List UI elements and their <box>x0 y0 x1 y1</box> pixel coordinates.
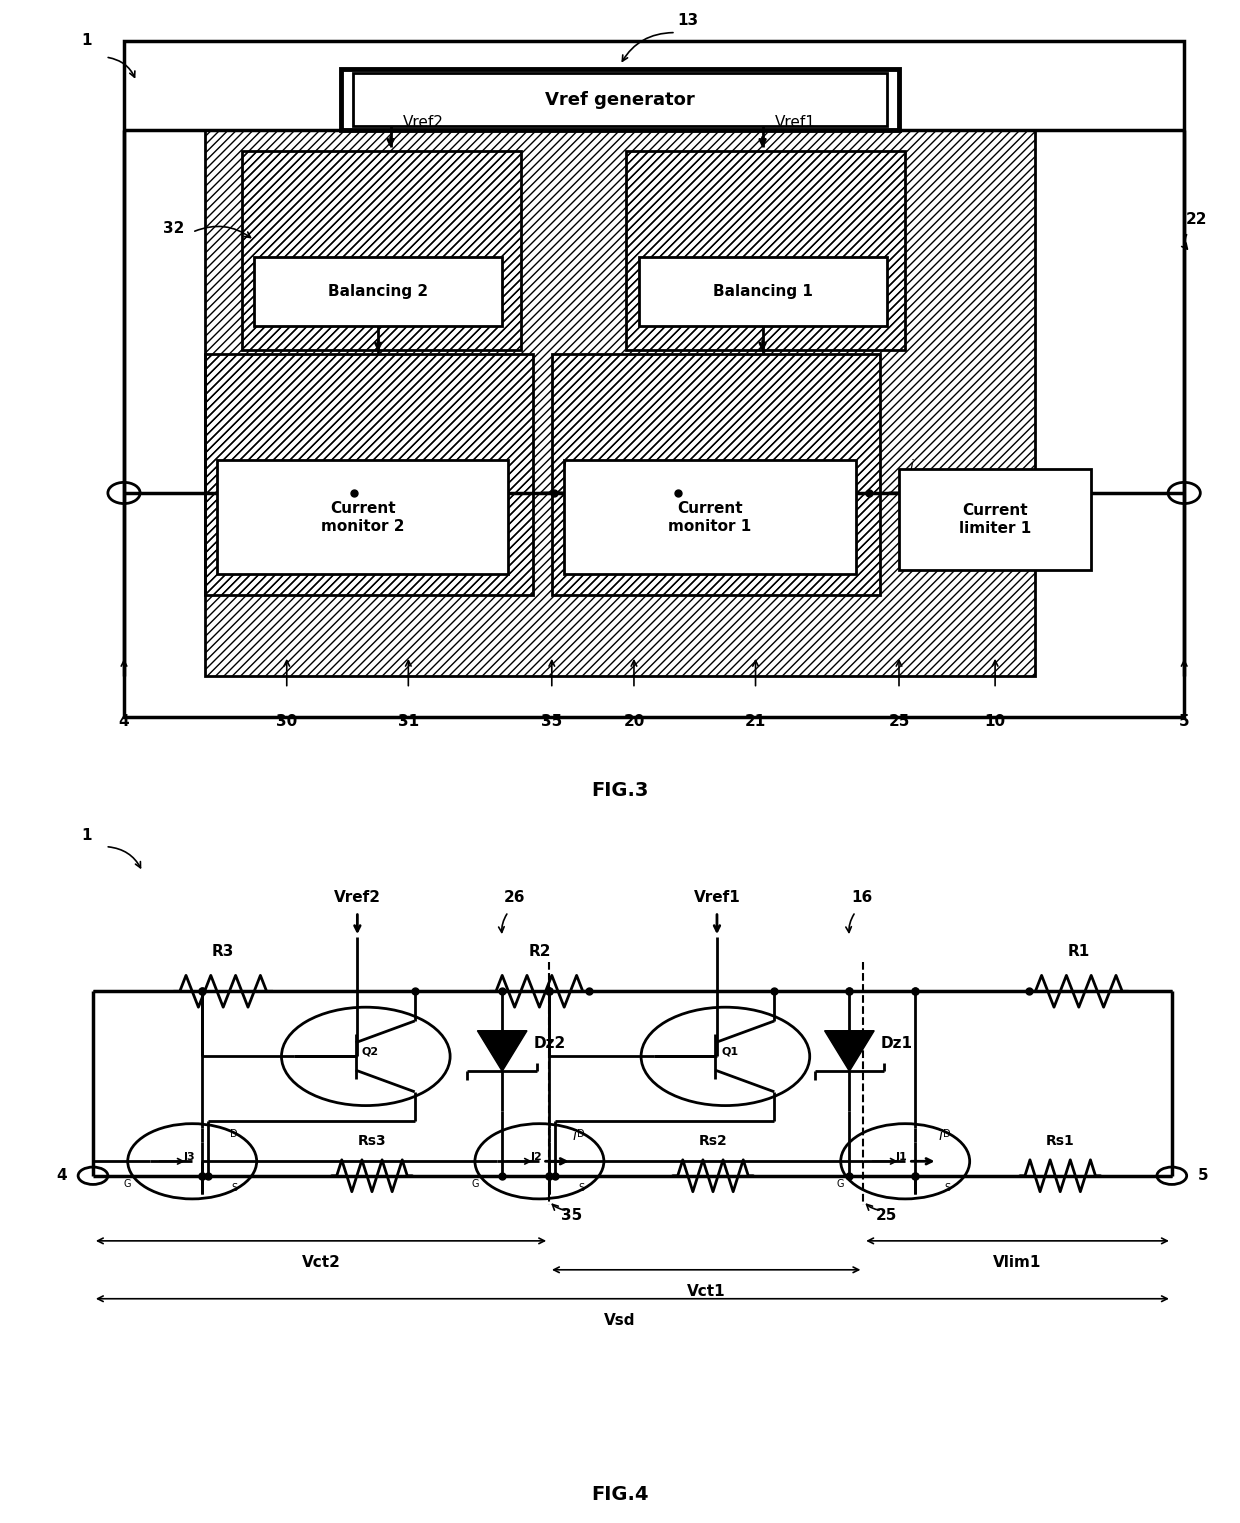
Text: 4: 4 <box>119 714 129 728</box>
Bar <box>205 131 1035 676</box>
Text: Vref generator: Vref generator <box>546 91 694 108</box>
Text: 35: 35 <box>562 1208 583 1223</box>
Text: i: i <box>562 458 567 472</box>
Text: J1: J1 <box>897 1151 908 1162</box>
Text: Vref2: Vref2 <box>334 889 381 905</box>
Text: Vref1: Vref1 <box>693 889 740 905</box>
Text: 20: 20 <box>624 714 645 728</box>
Text: Balancing 2: Balancing 2 <box>329 283 428 299</box>
Bar <box>552 355 880 595</box>
Polygon shape <box>477 1031 527 1071</box>
Text: Vlim1: Vlim1 <box>993 1255 1042 1270</box>
Text: Balancing 1: Balancing 1 <box>713 283 812 299</box>
Text: D: D <box>944 1129 951 1139</box>
Bar <box>242 151 521 350</box>
Text: Vct1: Vct1 <box>687 1284 725 1299</box>
Bar <box>899 469 1091 571</box>
Text: R1: R1 <box>1068 944 1090 959</box>
Bar <box>124 41 1184 717</box>
Text: 26: 26 <box>503 889 526 905</box>
Text: Rs3: Rs3 <box>357 1135 387 1148</box>
Text: 31: 31 <box>398 714 419 728</box>
Text: 30: 30 <box>277 714 298 728</box>
Text: 1: 1 <box>82 34 92 49</box>
Text: Vref2: Vref2 <box>403 114 444 129</box>
Text: 25: 25 <box>875 1208 897 1223</box>
Text: R3: R3 <box>212 944 234 959</box>
Text: Rs1: Rs1 <box>1045 1135 1075 1148</box>
Text: D: D <box>578 1129 585 1139</box>
Text: 21: 21 <box>745 714 766 728</box>
Text: 10: 10 <box>985 714 1006 728</box>
Text: S: S <box>944 1183 950 1194</box>
Text: FIG.4: FIG.4 <box>591 1485 649 1503</box>
Text: 13: 13 <box>677 12 699 27</box>
Text: Q2: Q2 <box>361 1046 378 1057</box>
Text: Vsd: Vsd <box>604 1313 636 1328</box>
Text: Vct2: Vct2 <box>301 1255 341 1270</box>
Text: Current
monitor 1: Current monitor 1 <box>668 501 751 533</box>
Bar <box>639 257 887 326</box>
Polygon shape <box>825 1031 874 1071</box>
Text: Rs2: Rs2 <box>698 1135 728 1148</box>
Text: 16: 16 <box>851 889 873 905</box>
Text: Dz2: Dz2 <box>533 1036 565 1051</box>
Text: R2: R2 <box>528 944 551 959</box>
Bar <box>353 73 887 126</box>
Text: Vref1: Vref1 <box>775 114 816 129</box>
Text: 5: 5 <box>1198 1168 1208 1183</box>
Text: G: G <box>471 1179 479 1189</box>
Bar <box>254 257 502 326</box>
Text: J3: J3 <box>184 1151 195 1162</box>
Text: FIG.3: FIG.3 <box>591 781 649 800</box>
Text: 35: 35 <box>541 714 563 728</box>
Bar <box>564 460 856 574</box>
Text: i: i <box>573 1129 577 1144</box>
Text: 22: 22 <box>1185 213 1208 227</box>
Text: J2: J2 <box>531 1151 542 1162</box>
Text: i: i <box>939 1129 942 1144</box>
Bar <box>205 355 533 595</box>
Text: S: S <box>578 1183 584 1194</box>
Text: Dz1: Dz1 <box>880 1036 913 1051</box>
Bar <box>217 460 508 574</box>
Text: S: S <box>231 1183 237 1194</box>
Text: 4: 4 <box>57 1168 67 1183</box>
Bar <box>626 151 905 350</box>
Text: 1: 1 <box>82 829 92 844</box>
Text: 25: 25 <box>888 714 910 728</box>
Text: G: G <box>837 1179 844 1189</box>
Text: 32: 32 <box>162 221 185 236</box>
Bar <box>341 69 899 131</box>
Text: Q1: Q1 <box>720 1046 738 1057</box>
Text: Current
limiter 1: Current limiter 1 <box>959 503 1032 536</box>
Text: 5: 5 <box>1179 714 1189 728</box>
Text: G: G <box>124 1179 131 1189</box>
Text: i: i <box>909 458 914 472</box>
Text: Current
monitor 2: Current monitor 2 <box>321 501 404 533</box>
Text: D: D <box>231 1129 238 1139</box>
